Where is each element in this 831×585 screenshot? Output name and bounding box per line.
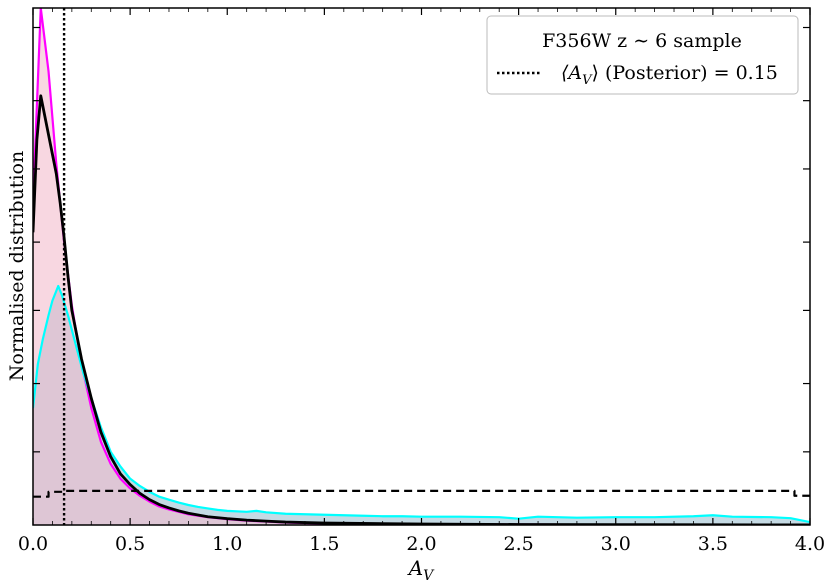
x-tick-label: 0.5 bbox=[115, 533, 145, 555]
series-1-line bbox=[33, 284, 810, 524]
dashed-prior-line bbox=[33, 489, 810, 498]
legend-box bbox=[486, 15, 799, 95]
series-2-line bbox=[33, 94, 810, 525]
legend: F356W z ∼ 6 sample ⟨AV⟩ (Posterior) = 0.… bbox=[486, 15, 799, 95]
axis-ticks bbox=[32, 8, 811, 525]
series-lines bbox=[33, 8, 810, 525]
legend-entry-suffix: ⟩ (Posterior) = 0.15 bbox=[592, 62, 778, 84]
x-tick-label: 0.0 bbox=[18, 533, 48, 555]
x-tick-label: 4.0 bbox=[795, 533, 825, 555]
x-tick-label: 2.5 bbox=[504, 533, 534, 555]
series-fills bbox=[33, 8, 810, 525]
x-tick-label: 2.0 bbox=[406, 533, 436, 555]
x-tick-label: 3.5 bbox=[698, 533, 728, 555]
legend-entry-sub: V bbox=[582, 73, 593, 88]
x-tick-label: 3.0 bbox=[601, 533, 631, 555]
series-1-fill bbox=[33, 286, 810, 525]
legend-entry-label: ⟨AV⟩ (Posterior) = 0.15 bbox=[561, 62, 778, 88]
y-axis-label: Normalised distribution bbox=[6, 151, 28, 381]
x-tick-label: 1.0 bbox=[212, 533, 242, 555]
legend-entry-main: ⟨A bbox=[561, 62, 582, 84]
x-tick-label: 1.5 bbox=[309, 533, 339, 555]
legend-title: F356W z ∼ 6 sample bbox=[542, 30, 742, 52]
x-tick-labels: 0.0 0.5 1.0 1.5 2.0 2.5 3.0 3.5 4.0 bbox=[18, 533, 825, 555]
series-0-fill bbox=[33, 8, 810, 525]
x-axis-label: AV bbox=[407, 556, 435, 584]
